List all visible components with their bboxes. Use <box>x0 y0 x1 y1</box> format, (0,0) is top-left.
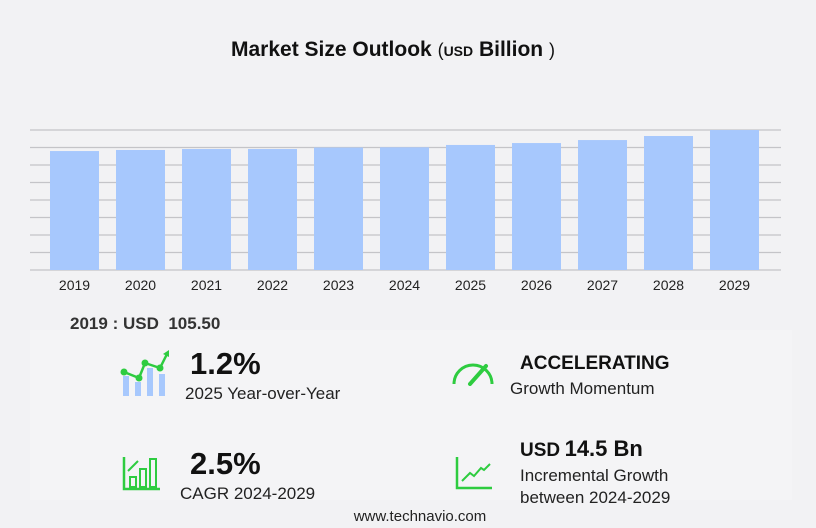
x-tick-label: 2020 <box>125 277 156 293</box>
x-tick-label: 2025 <box>455 277 486 293</box>
x-tick-label: 2023 <box>323 277 354 293</box>
incremental-value: USD 14.5 Bn <box>520 436 643 462</box>
unit-currency: USD <box>443 43 474 59</box>
chart-title: Market Size Outlook (USD Billion ) <box>0 38 786 62</box>
x-tick-label: 2028 <box>653 277 684 293</box>
x-tick-label: 2022 <box>257 277 288 293</box>
incremental-currency: USD <box>520 440 561 461</box>
first-currency: USD <box>122 314 159 333</box>
x-tick-label: 2026 <box>521 277 552 293</box>
speedometer-icon <box>452 363 494 386</box>
trend-line-icon <box>455 457 492 490</box>
footer-site: www.technavio.com <box>353 508 487 525</box>
bar-2029 <box>710 130 759 270</box>
bar-2021 <box>182 149 231 270</box>
sep: : <box>112 314 119 333</box>
incremental-amount: 14.5 Bn <box>564 436 643 461</box>
bar-2020 <box>116 149 165 270</box>
bar-2022 <box>248 149 297 270</box>
incremental-period: between 2024-2029 <box>520 488 671 507</box>
bar-2025 <box>446 144 495 270</box>
bar-line-growth-icon <box>120 350 169 396</box>
bar-2024 <box>380 147 429 270</box>
x-tick-label: 2029 <box>719 277 750 293</box>
bar-2019 <box>50 151 99 270</box>
bar-chart: 2019 2020 2021 2022 2023 2024 2025 2026 2027 2028… <box>30 129 781 293</box>
bar-chart-arrow-icon <box>122 457 160 491</box>
paren-open: ( <box>437 40 444 60</box>
yoy-label: 2025 Year-over-Year <box>185 384 341 403</box>
bar-2028 <box>644 136 693 270</box>
first-year-value: 2019 : USD 105.50 <box>70 314 220 334</box>
title-text: Market Size Outlook <box>231 38 432 61</box>
paren-close: ) <box>548 40 555 60</box>
first-value: 105.50 <box>168 314 221 333</box>
incremental-label: Incremental Growth <box>520 466 669 485</box>
yoy-value: 1.2% <box>190 346 261 381</box>
bar-2023 <box>314 147 363 270</box>
first-year: 2019 <box>70 314 108 333</box>
momentum-label: Growth Momentum <box>510 379 655 398</box>
momentum-value: ACCELERATING <box>520 353 670 374</box>
x-tick-label: 2024 <box>389 277 420 293</box>
x-tick-label: 2027 <box>587 277 618 293</box>
cagr-value: 2.5% <box>190 446 261 481</box>
unit-scale: Billion <box>478 38 544 61</box>
x-tick-label: 2019 <box>59 277 90 293</box>
cagr-label: CAGR 2024-2029 <box>180 484 316 503</box>
bar-2027 <box>578 140 627 270</box>
x-tick-label: 2021 <box>191 277 222 293</box>
bar-2026 <box>512 143 561 270</box>
